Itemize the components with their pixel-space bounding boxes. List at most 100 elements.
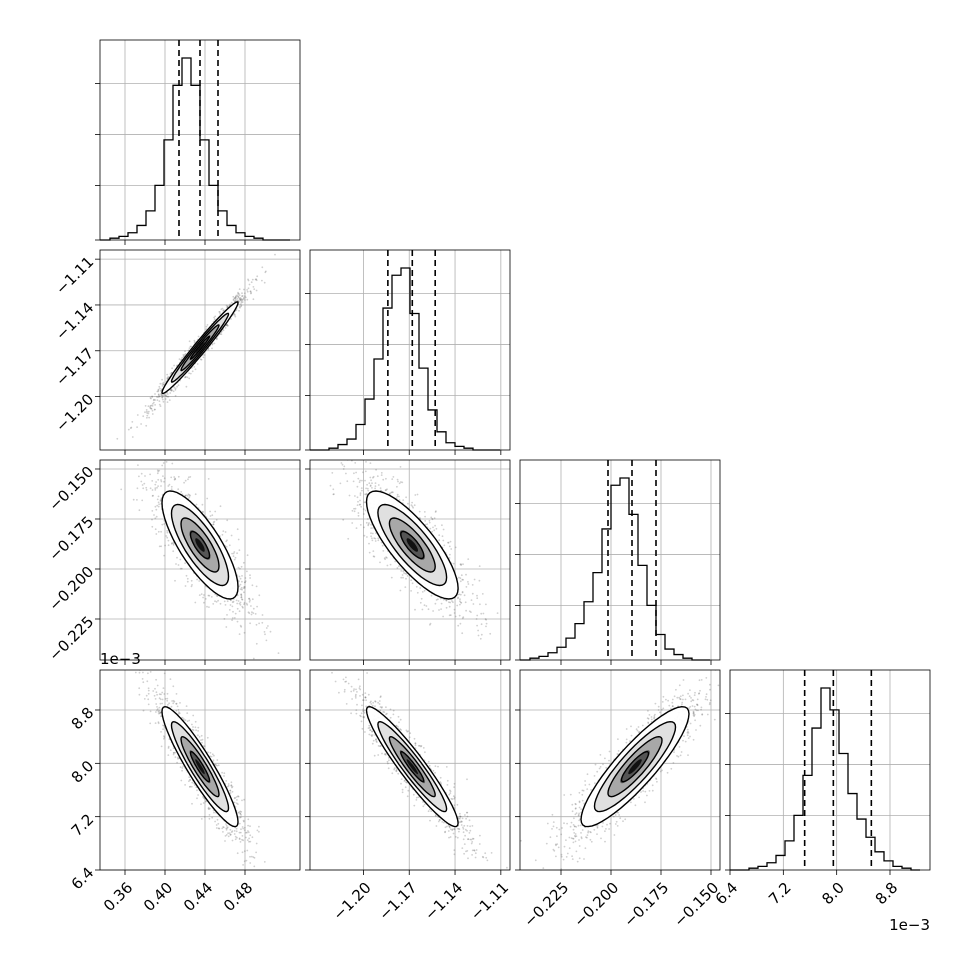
scatter-point	[167, 544, 170, 547]
scatter-point	[437, 598, 439, 601]
scatter-point	[225, 546, 228, 548]
scatter-point	[204, 598, 207, 600]
scatter-point	[211, 753, 214, 756]
scatter-point	[159, 382, 162, 385]
scatter-point	[176, 385, 179, 388]
scatter-point	[184, 479, 187, 482]
scatter-point	[256, 829, 259, 832]
scatter-point	[166, 401, 169, 403]
histogram-step-line	[520, 477, 710, 661]
scatter-point	[143, 698, 146, 700]
scatter-point	[200, 739, 202, 741]
scatter-point	[431, 530, 434, 533]
scatter-point	[216, 338, 218, 341]
scatter-point	[163, 735, 165, 737]
scatter-point	[430, 594, 433, 597]
scatter-point	[230, 784, 233, 787]
scatter-point	[216, 764, 219, 767]
scatter-point	[239, 567, 241, 570]
scatter-panel-3-1	[100, 460, 300, 660]
scatter-point	[207, 806, 210, 809]
scatter-point	[242, 606, 244, 609]
scatter-point	[240, 596, 243, 599]
scatter-point	[155, 396, 158, 398]
scatter-panel-4-1	[100, 662, 300, 871]
scatter-point	[195, 729, 198, 731]
scatter-point	[225, 780, 228, 782]
scatter-point	[248, 612, 251, 615]
scatter-point	[445, 599, 448, 602]
scatter-point	[169, 373, 172, 375]
scatter-point	[237, 293, 239, 295]
scatter-point	[194, 368, 197, 371]
scatter-point	[174, 389, 177, 391]
scatter-point	[190, 345, 193, 348]
scatter-point	[255, 851, 257, 854]
scatter-point	[237, 295, 240, 298]
scatter-point	[194, 720, 197, 723]
scatter-point	[144, 475, 146, 477]
density-contour	[388, 517, 436, 573]
scatter-point	[202, 795, 204, 798]
scatter-point	[221, 307, 224, 310]
scatter-point	[347, 451, 349, 453]
scatter-point	[424, 520, 427, 522]
scatter-point	[207, 478, 210, 480]
scatter-point	[174, 756, 177, 758]
scatter-point	[235, 309, 238, 312]
scatter-point	[190, 579, 193, 582]
scatter-point	[149, 406, 152, 408]
scatter-point	[162, 383, 165, 386]
scatter-point	[236, 528, 239, 531]
scatter-point	[244, 577, 247, 579]
scatter-point	[247, 830, 249, 832]
scatter-point	[209, 755, 212, 758]
scatter-point	[136, 414, 139, 416]
scatter-point	[156, 693, 159, 696]
scatter-point	[188, 377, 191, 380]
scatter-point	[157, 470, 160, 473]
scatter-point	[462, 616, 465, 619]
scatter-point	[154, 487, 157, 490]
scatter-point	[261, 279, 263, 282]
scatter-point	[453, 612, 456, 614]
scatter-point	[159, 389, 162, 392]
scatter-point	[154, 505, 157, 508]
scatter-point	[193, 341, 196, 343]
scatter-point	[461, 578, 464, 581]
scatter-point	[163, 737, 165, 740]
scatter-point	[222, 329, 225, 332]
scatter-point	[159, 405, 162, 407]
scatter-point	[229, 828, 232, 831]
scatter-point	[163, 672, 166, 675]
scatter-point	[222, 309, 225, 312]
scatter-point	[439, 597, 442, 600]
scatter-point	[181, 356, 184, 359]
scatter-point	[431, 518, 434, 521]
scatter-point	[375, 468, 377, 471]
scatter-point	[381, 544, 384, 547]
scatter-point	[447, 541, 450, 544]
scatter-point	[201, 511, 204, 513]
scatter-point	[214, 820, 217, 823]
scatter-point	[138, 509, 141, 512]
scatter-point	[249, 599, 251, 601]
scatter-point	[200, 803, 202, 806]
scatter-point	[241, 292, 243, 295]
scatter-point	[211, 347, 213, 350]
scatter-point	[367, 523, 370, 526]
scatter-point	[431, 517, 433, 520]
scatter-point	[173, 478, 176, 481]
scatter-point	[465, 609, 467, 612]
scatter-point	[159, 702, 162, 705]
scatter-point	[234, 315, 237, 318]
scatter-point	[345, 472, 347, 475]
grid-lines	[310, 460, 510, 660]
scatter-point	[149, 662, 151, 664]
scatter-point	[189, 779, 192, 781]
scatter-point	[158, 385, 161, 388]
scatter-point	[160, 393, 162, 395]
scatter-point	[212, 523, 215, 526]
scatter-point	[243, 292, 246, 295]
scatter-point	[176, 705, 179, 708]
